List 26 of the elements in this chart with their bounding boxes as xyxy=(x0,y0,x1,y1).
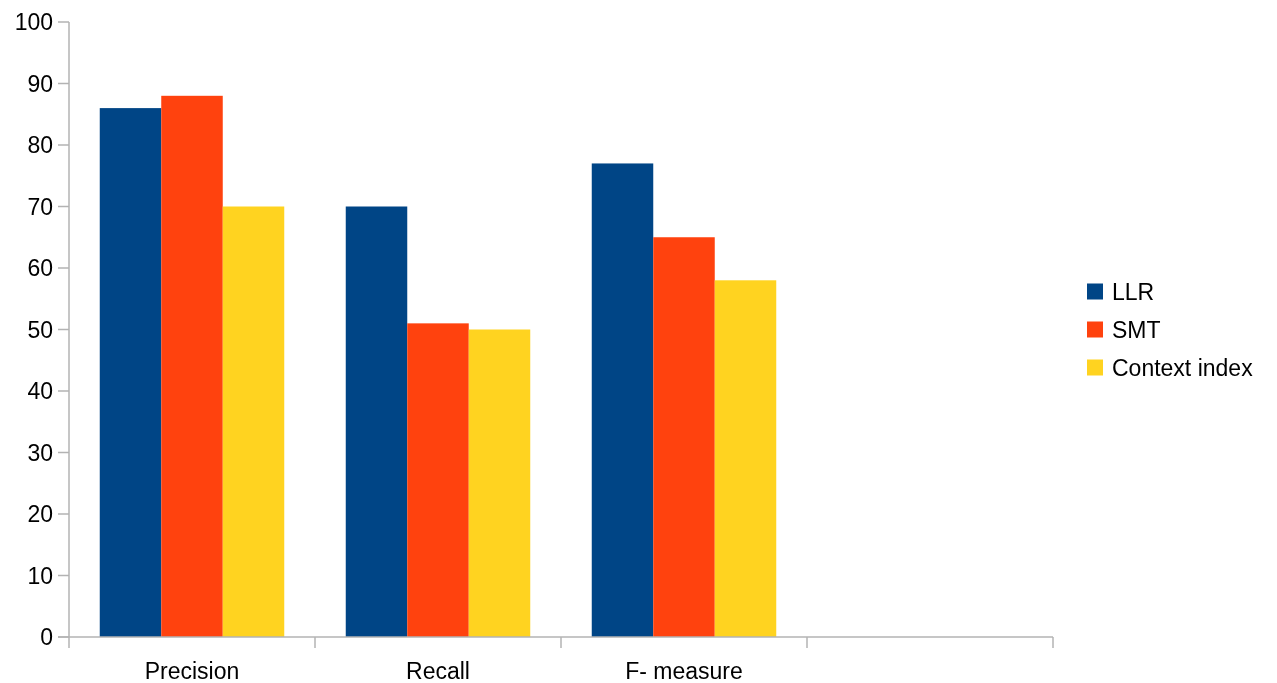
bar xyxy=(99,108,162,637)
legend-label: Context index xyxy=(1112,354,1254,381)
bar xyxy=(345,206,408,637)
x-tick-label: Precision xyxy=(144,658,240,683)
y-tick-label: 80 xyxy=(27,132,53,159)
bar xyxy=(468,329,531,637)
y-tick-label: 40 xyxy=(27,378,53,405)
bar xyxy=(161,95,223,637)
y-tick-label: 70 xyxy=(27,193,53,220)
y-tick-label: 10 xyxy=(27,562,53,589)
x-tick-label: F- measure xyxy=(625,658,743,683)
bar xyxy=(591,163,654,637)
bar xyxy=(407,323,469,637)
y-tick-label: 90 xyxy=(27,70,53,97)
y-tick-label: 50 xyxy=(27,316,53,343)
legend-label: SMT xyxy=(1112,316,1161,343)
legend-label: LLR xyxy=(1112,278,1155,305)
y-tick-label: 60 xyxy=(27,255,53,282)
y-tick-label: 20 xyxy=(27,501,53,528)
y-tick-label: 0 xyxy=(40,624,53,651)
x-tick-label: Recall xyxy=(406,658,470,683)
y-tick-label: 100 xyxy=(14,9,53,36)
bar xyxy=(714,280,777,637)
bar xyxy=(653,237,715,637)
y-tick-label: 30 xyxy=(27,439,53,466)
bar xyxy=(222,206,285,637)
